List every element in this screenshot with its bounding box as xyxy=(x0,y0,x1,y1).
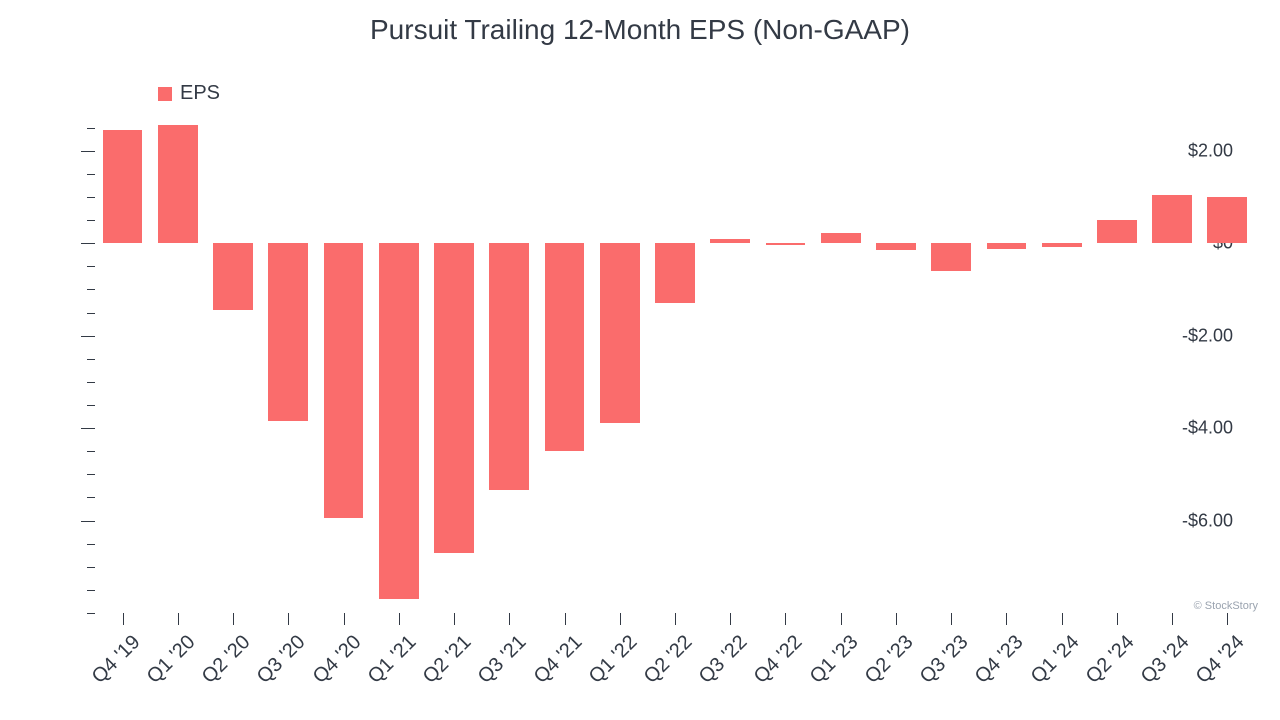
y-axis-label: -$2.00 xyxy=(1182,325,1233,346)
y-tick-minor xyxy=(87,220,95,221)
x-tick xyxy=(399,613,400,625)
y-tick-minor xyxy=(87,590,95,591)
bar xyxy=(710,239,750,244)
bar xyxy=(268,243,308,421)
x-tick xyxy=(896,613,897,625)
chart-title: Pursuit Trailing 12-Month EPS (Non-GAAP) xyxy=(0,14,1280,46)
attribution: © StockStory xyxy=(1194,600,1258,612)
bar xyxy=(103,130,143,243)
bar xyxy=(987,243,1027,249)
y-tick-minor xyxy=(87,544,95,545)
bar xyxy=(1042,243,1082,247)
x-tick xyxy=(288,613,289,625)
y-tick-minor xyxy=(87,289,95,290)
bar xyxy=(600,243,640,423)
y-tick-minor xyxy=(87,266,95,267)
x-tick xyxy=(1227,613,1228,625)
y-tick-minor xyxy=(87,451,95,452)
x-tick xyxy=(620,613,621,625)
y-tick-major xyxy=(81,336,95,337)
y-tick-minor xyxy=(87,567,95,568)
y-tick-minor xyxy=(87,382,95,383)
x-tick xyxy=(233,613,234,625)
x-tick xyxy=(565,613,566,625)
bar xyxy=(1097,220,1137,243)
x-tick xyxy=(785,613,786,625)
chart-container: Pursuit Trailing 12-Month EPS (Non-GAAP)… xyxy=(0,0,1280,720)
bar xyxy=(876,243,916,250)
x-tick xyxy=(509,613,510,625)
bar xyxy=(158,125,198,243)
legend-swatch xyxy=(158,87,172,101)
bar xyxy=(931,243,971,271)
legend-label: EPS xyxy=(180,82,220,105)
legend: EPS xyxy=(158,82,220,105)
x-tick xyxy=(344,613,345,625)
bar xyxy=(434,243,474,553)
y-tick-minor xyxy=(87,174,95,175)
y-tick-minor xyxy=(87,197,95,198)
y-tick-major xyxy=(81,243,95,244)
y-tick-minor xyxy=(87,474,95,475)
y-tick-minor xyxy=(87,313,95,314)
x-tick xyxy=(951,613,952,625)
y-tick-major xyxy=(81,151,95,152)
y-axis-label: -$6.00 xyxy=(1182,510,1233,531)
x-tick xyxy=(841,613,842,625)
x-tick xyxy=(454,613,455,625)
plot-area: -$6.00-$4.00-$2.00$0$2.00Q4 '19Q1 '20Q2 … xyxy=(95,123,1255,613)
x-tick xyxy=(730,613,731,625)
bar xyxy=(1152,195,1192,244)
bar xyxy=(655,243,695,303)
bar xyxy=(379,243,419,599)
y-tick-minor xyxy=(87,613,95,614)
bar xyxy=(1207,197,1247,243)
bar xyxy=(489,243,529,490)
y-tick-minor xyxy=(87,128,95,129)
y-tick-major xyxy=(81,428,95,429)
y-axis-label: $2.00 xyxy=(1188,140,1233,161)
x-tick xyxy=(1006,613,1007,625)
bar xyxy=(821,233,861,243)
x-tick xyxy=(1172,613,1173,625)
bar xyxy=(324,243,364,518)
y-tick-major xyxy=(81,521,95,522)
x-tick xyxy=(1117,613,1118,625)
bar xyxy=(766,243,806,245)
y-tick-minor xyxy=(87,359,95,360)
x-tick xyxy=(178,613,179,625)
y-tick-minor xyxy=(87,497,95,498)
y-axis-label: -$4.00 xyxy=(1182,418,1233,439)
y-tick-minor xyxy=(87,405,95,406)
bar xyxy=(213,243,253,310)
x-tick xyxy=(1062,613,1063,625)
x-tick xyxy=(123,613,124,625)
bar xyxy=(545,243,585,451)
x-tick xyxy=(675,613,676,625)
